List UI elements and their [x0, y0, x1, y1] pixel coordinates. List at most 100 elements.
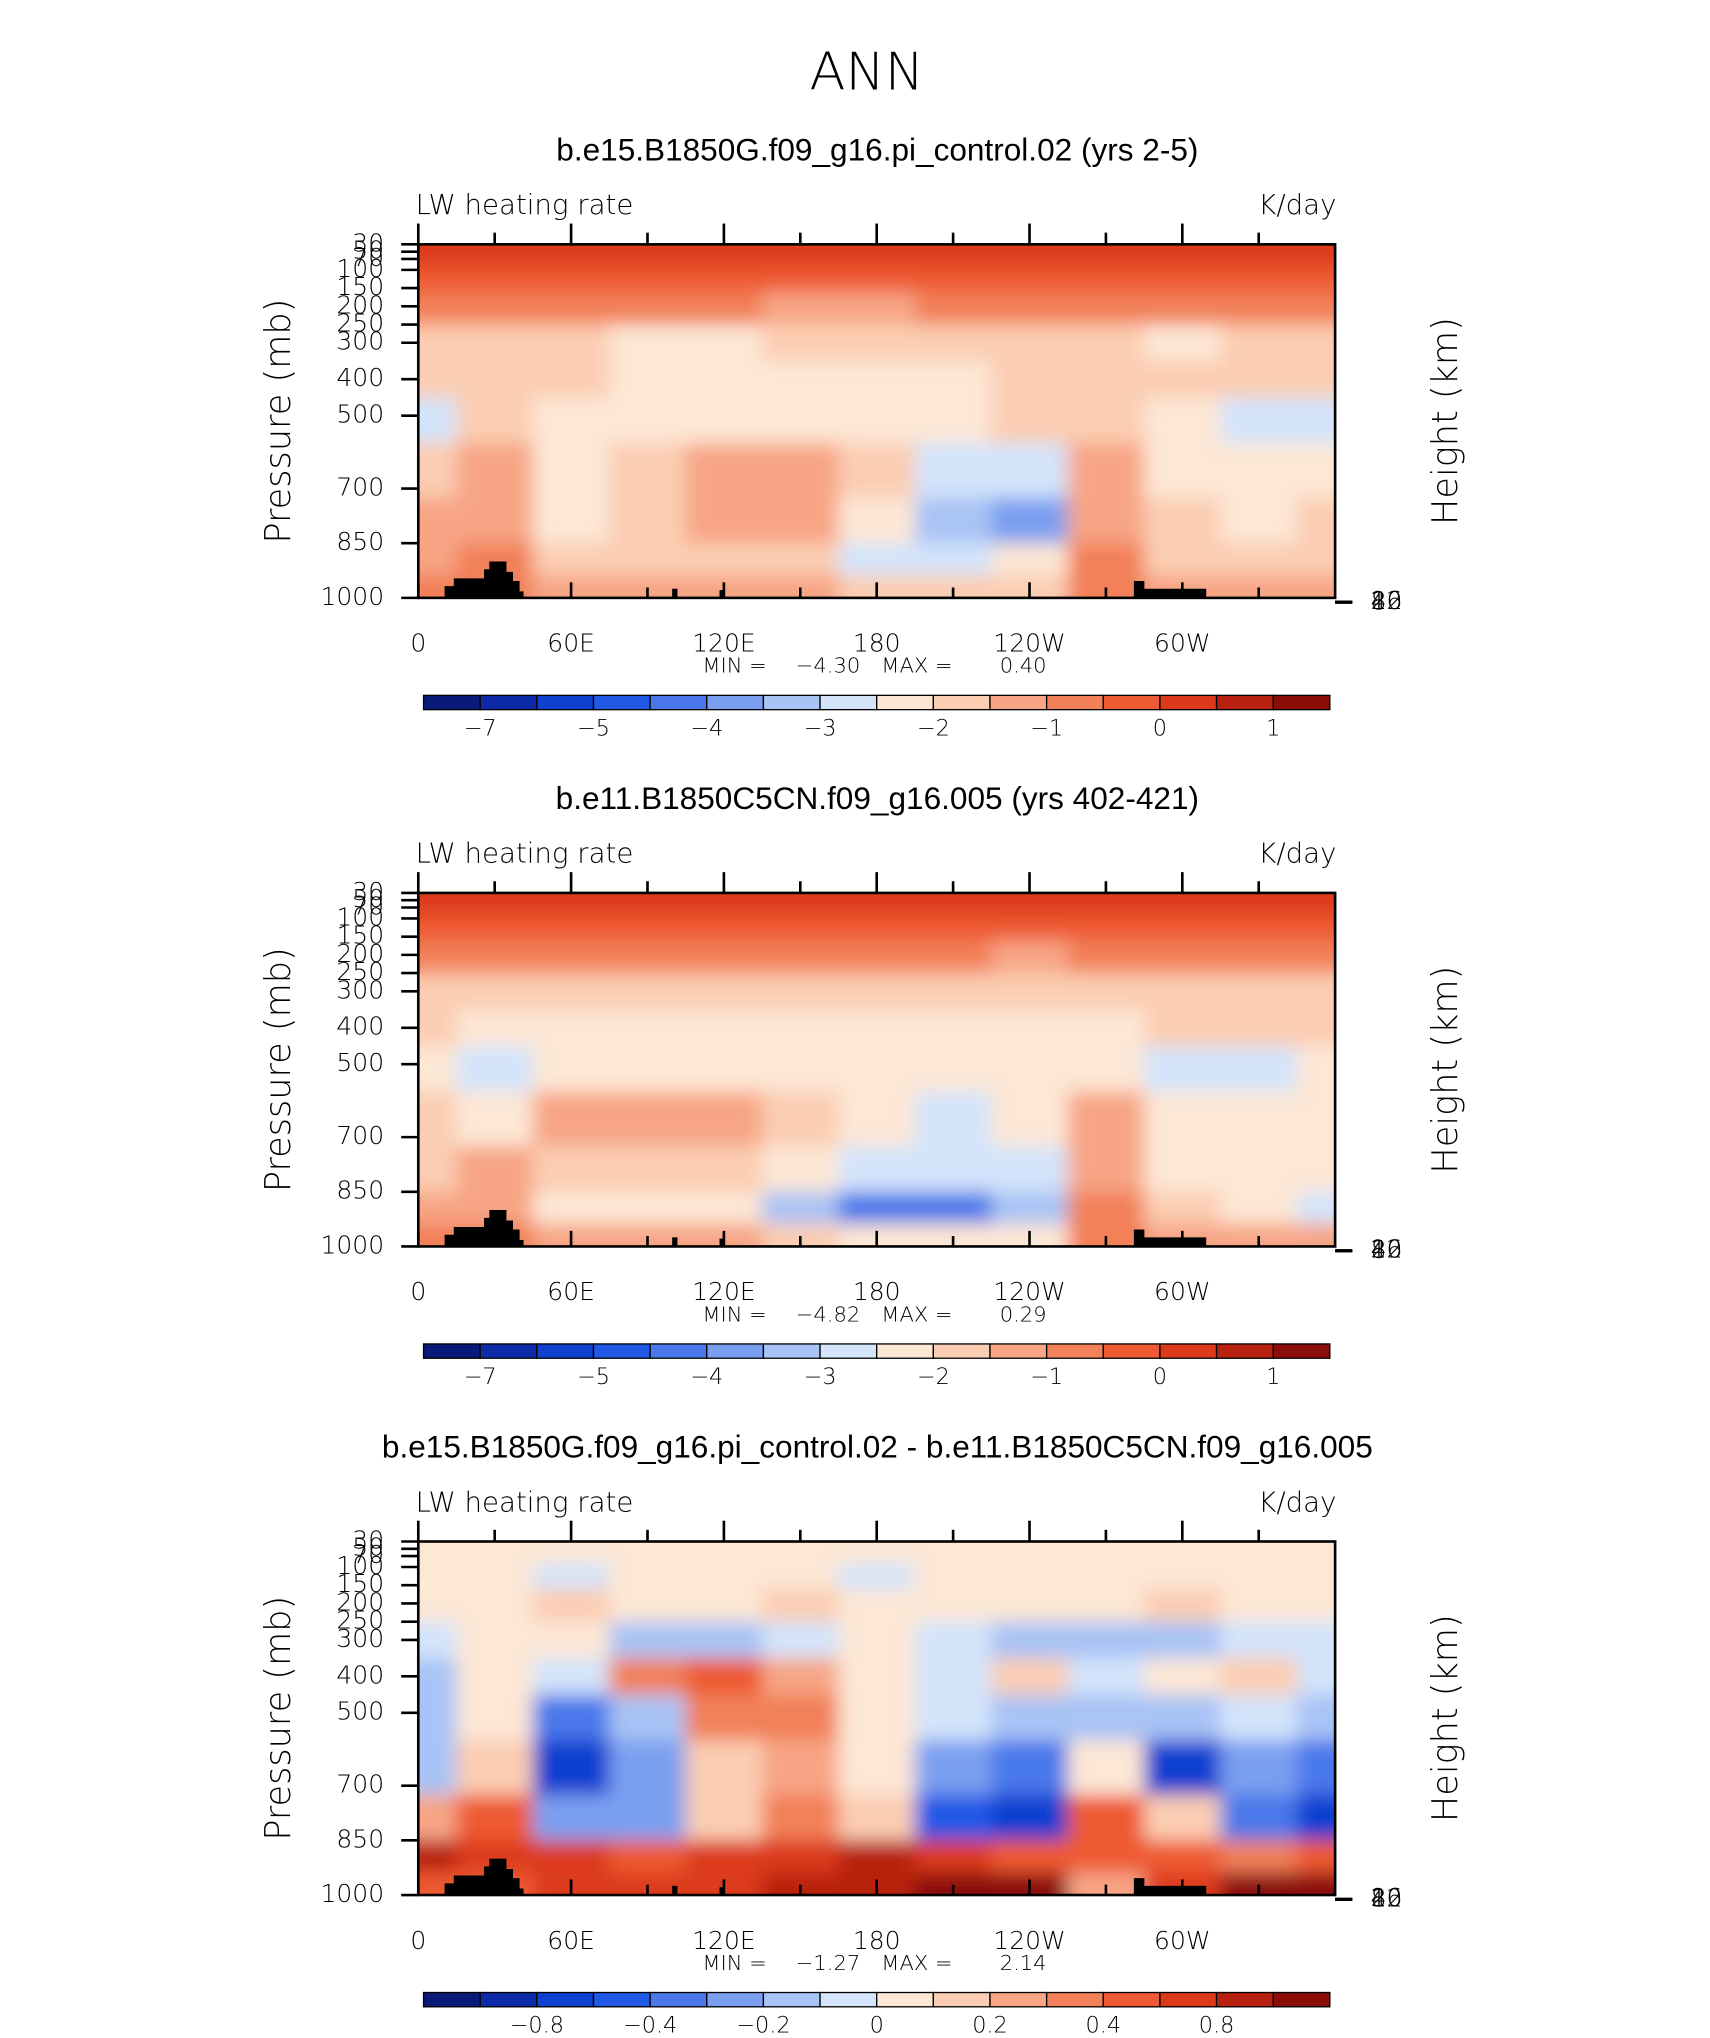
contour-cell	[762, 1223, 840, 1247]
colorbar-box	[762, 694, 821, 711]
x-tick-label: 120E	[692, 629, 755, 658]
colorbar-box	[1102, 1991, 1161, 2008]
colorbar-box	[536, 694, 595, 711]
contour-cell	[991, 1146, 1069, 1193]
contour-cell	[991, 973, 1069, 1011]
contour-cell	[685, 397, 763, 444]
contour-cell	[1144, 1658, 1222, 1696]
contour-cell	[532, 1146, 610, 1193]
contour-cell	[1220, 1621, 1298, 1659]
x-tick-label: 60E	[547, 1277, 595, 1306]
y-tick-label: 850	[336, 1176, 384, 1205]
y-tick-label: 300	[336, 1624, 384, 1653]
y-tick-label: 400	[336, 1660, 384, 1689]
contour-cell	[532, 892, 610, 916]
colorbar-label: 0	[870, 2013, 884, 2038]
contour-cell	[1067, 1563, 1145, 1590]
contour-cell	[456, 1009, 534, 1047]
contour-cell	[456, 973, 534, 1011]
contour-cell	[532, 1621, 610, 1659]
contour-cell	[1067, 892, 1145, 916]
contour-cell	[1296, 1658, 1336, 1696]
contour-cell	[418, 1694, 458, 1741]
contour-cell	[991, 244, 1069, 267]
contour-cell	[914, 892, 992, 916]
contour-cell	[1220, 973, 1298, 1011]
contour-cell	[418, 892, 458, 916]
colorbar-box	[706, 694, 765, 711]
contour-cell	[609, 973, 687, 1011]
contour-cell	[914, 973, 992, 1011]
contour-cell	[456, 291, 534, 326]
y-tick-label: 70	[352, 243, 384, 272]
contour-cell	[1220, 1740, 1298, 1796]
contour-cell	[1220, 497, 1298, 544]
contour-cell	[418, 497, 458, 544]
contour-cell	[1220, 1872, 1298, 1896]
contour-cell	[685, 543, 763, 576]
colorbar-box	[989, 1343, 1048, 1359]
contour-cell	[762, 1740, 840, 1796]
contour-cell	[762, 1146, 840, 1193]
colorbar-box	[422, 1343, 481, 1359]
contour-cell	[914, 291, 992, 326]
contour-cell	[838, 397, 916, 444]
x-tick-label: 0	[410, 1277, 426, 1306]
contour-cell	[1296, 1840, 1336, 1873]
x-tick-label: 120E	[692, 1926, 755, 1955]
contour-cell	[685, 497, 763, 544]
y-tick-label: 850	[336, 527, 384, 556]
contour-cell	[609, 892, 687, 916]
contour-cell	[685, 266, 763, 293]
contour-cell	[609, 1563, 687, 1590]
contour-cell	[1220, 244, 1298, 267]
stat-name: MAX =	[881, 1302, 952, 1326]
contour-cell	[991, 1091, 1069, 1147]
contour-cell	[685, 244, 763, 267]
contour-cell	[1220, 1694, 1298, 1741]
y2-tick-label: 20	[1371, 586, 1403, 615]
contour-cell	[838, 324, 916, 362]
contour-cell	[609, 1191, 687, 1225]
contour-cell	[532, 497, 610, 544]
contour-cell	[685, 291, 763, 326]
contour-cell	[1067, 497, 1145, 544]
contour-cell	[762, 1045, 840, 1093]
contour-cell	[1144, 1563, 1222, 1590]
contour-cell	[762, 360, 840, 399]
contour-cell	[1220, 1045, 1298, 1093]
colorbar-box	[1272, 1343, 1331, 1359]
contour-cell	[1296, 914, 1336, 941]
contour-cell	[914, 324, 992, 362]
contour-cell	[762, 1872, 840, 1896]
contour-cell	[1067, 291, 1145, 326]
contour-cell	[609, 1621, 687, 1659]
contour-cell	[838, 1541, 916, 1565]
colorbar-box	[932, 1991, 991, 2008]
y2-tick-label: 12	[1371, 586, 1403, 615]
contour-cell	[991, 1694, 1069, 1741]
contour-cell	[762, 1794, 840, 1842]
contour-cell	[532, 244, 610, 267]
contour-cell	[1296, 575, 1336, 598]
y-tick-label: 100	[336, 1551, 384, 1580]
contour-cell	[762, 1091, 840, 1147]
contour-cell	[1220, 1840, 1298, 1873]
stat-name: MAX =	[881, 654, 952, 678]
contour-cell	[418, 1045, 458, 1093]
contour-cell	[609, 1658, 687, 1696]
contour-cell	[685, 360, 763, 399]
contour-cell	[456, 360, 534, 399]
y-tick-label: 300	[336, 975, 384, 1004]
panel-title: b.e15.B1850G.f09_g16.pi_control.02 (yrs …	[556, 132, 1198, 167]
contour-cell	[609, 543, 687, 576]
colorbar-label: 0	[1153, 1364, 1167, 1390]
colorbar-box	[422, 1991, 481, 2008]
colorbar-box	[592, 1343, 651, 1359]
contour-cell	[418, 543, 458, 576]
y-tick-label: 30	[352, 1526, 384, 1555]
contour-cell	[456, 1146, 534, 1193]
contour-cell	[1067, 442, 1145, 499]
contour-cell	[991, 1541, 1069, 1565]
colorbar-box	[876, 1343, 935, 1359]
